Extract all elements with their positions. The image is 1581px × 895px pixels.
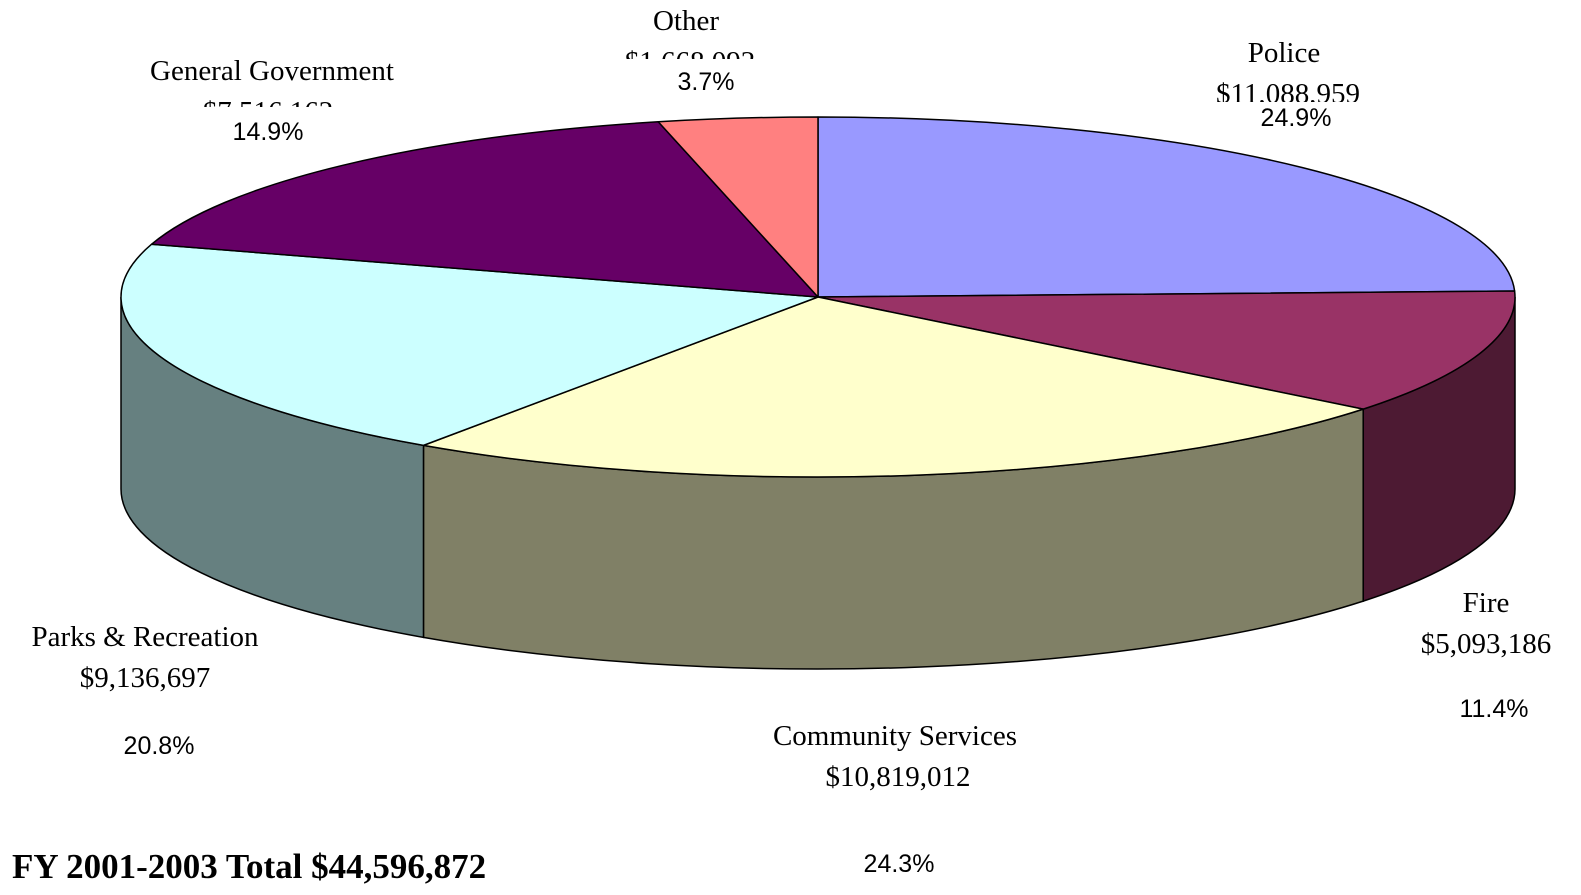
chart-total-label: FY 2001-2003 Total $44,596,872 [12,847,486,886]
label-gengov-name: General Government [150,55,394,87]
pie-slice-other [657,116,819,298]
label-fire-name: Fire [1463,587,1510,619]
pie-slice-fire [817,290,1516,410]
label-police-value: $11,088,959 [1216,78,1360,110]
pie-tops [120,116,1516,478]
label-parks-value: $9,136,697 [80,662,211,694]
label-parks-name: Parks & Recreation [31,621,259,653]
label-other-percent: 3.7% [678,68,735,96]
label-gengov-value: $7,516,162 [203,96,334,128]
pie-sides [120,296,1516,670]
pie-slice-general-government [150,121,819,298]
label-fire-percent: 11.4% [1459,695,1528,723]
pie-labels: Police $11,088,959 24.9% Fire $5,093,186… [31,5,1551,878]
pie-slice-police [817,116,1516,298]
label-other-name: Other [653,5,719,37]
label-police-name: Police [1248,37,1321,69]
label-community-name: Community Services [773,720,1017,752]
pie-slice-community-services [422,296,1364,478]
label-gengov-percent: 14.9% [233,118,304,146]
label-police-percent: 24.9% [1261,104,1332,132]
label-other-value: $1,668,092 [625,46,756,78]
label-community-value: $10,819,012 [826,761,971,793]
label-fire-value: $5,093,186 [1421,628,1552,660]
label-community-percent: 24.3% [864,850,935,878]
pie-slice-parks-recreation [120,243,819,447]
label-parks-percent: 20.8% [124,732,195,760]
